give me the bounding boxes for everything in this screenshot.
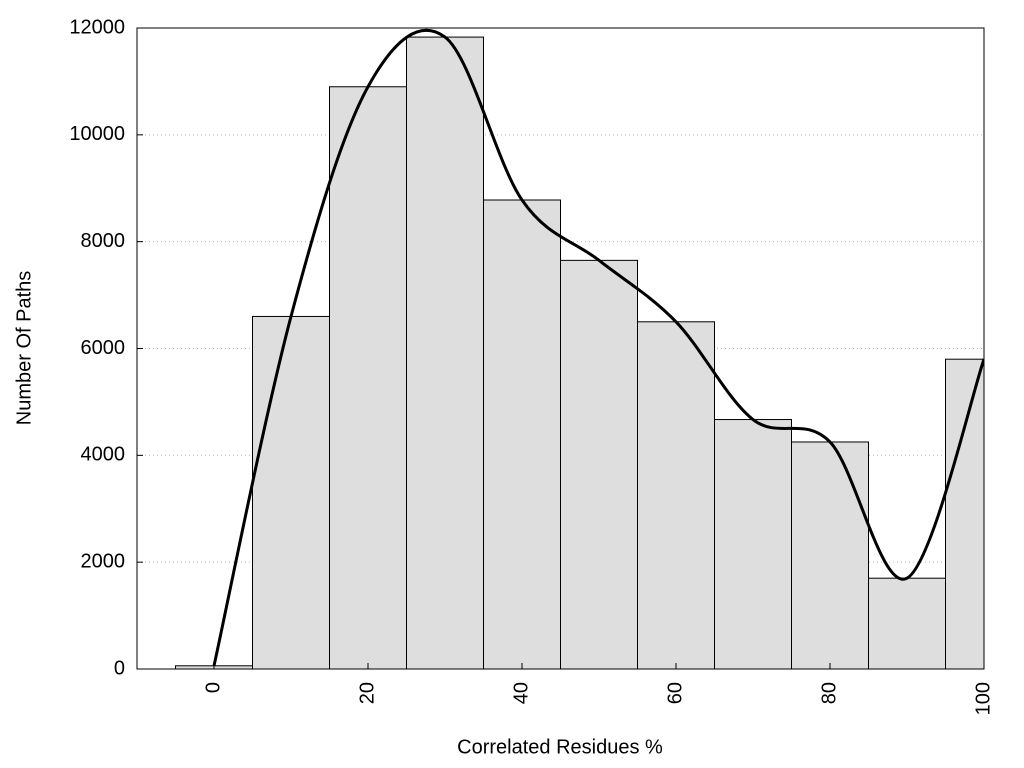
y-tick-label: 8000 (81, 230, 126, 252)
y-tick-label: 4000 (81, 444, 126, 466)
ticks: 0 2000 4000 6000 8000 10000 12000 0 20 40 60 80 100 (69, 16, 994, 715)
x-tick-label: 100 (972, 682, 994, 715)
bar (637, 321, 715, 669)
bar (714, 419, 792, 669)
bar (252, 315, 330, 669)
y-tick-label: 6000 (81, 337, 126, 359)
x-tick-label: 40 (510, 682, 532, 704)
x-tick-label: 60 (664, 682, 686, 704)
x-tick-label: 0 (202, 682, 224, 693)
x-axis-label: Correlated Residues % (457, 736, 663, 758)
bar (406, 36, 484, 669)
bar (483, 199, 561, 669)
bars (175, 36, 984, 669)
y-tick-label: 2000 (81, 550, 126, 572)
bar (560, 259, 638, 669)
x-tick-label: 80 (818, 682, 840, 704)
bar (791, 441, 869, 669)
bar (868, 577, 946, 669)
x-tick-label: 20 (356, 682, 378, 704)
y-axis-label: Number Of Paths (13, 271, 35, 426)
y-tick-label: 0 (114, 657, 125, 679)
y-tick-label: 12000 (69, 16, 125, 38)
smooth-curve (212, 28, 984, 667)
curve-layer (212, 28, 984, 667)
bar (945, 358, 984, 669)
y-tick-label: 10000 (69, 123, 125, 145)
bar (329, 86, 407, 669)
